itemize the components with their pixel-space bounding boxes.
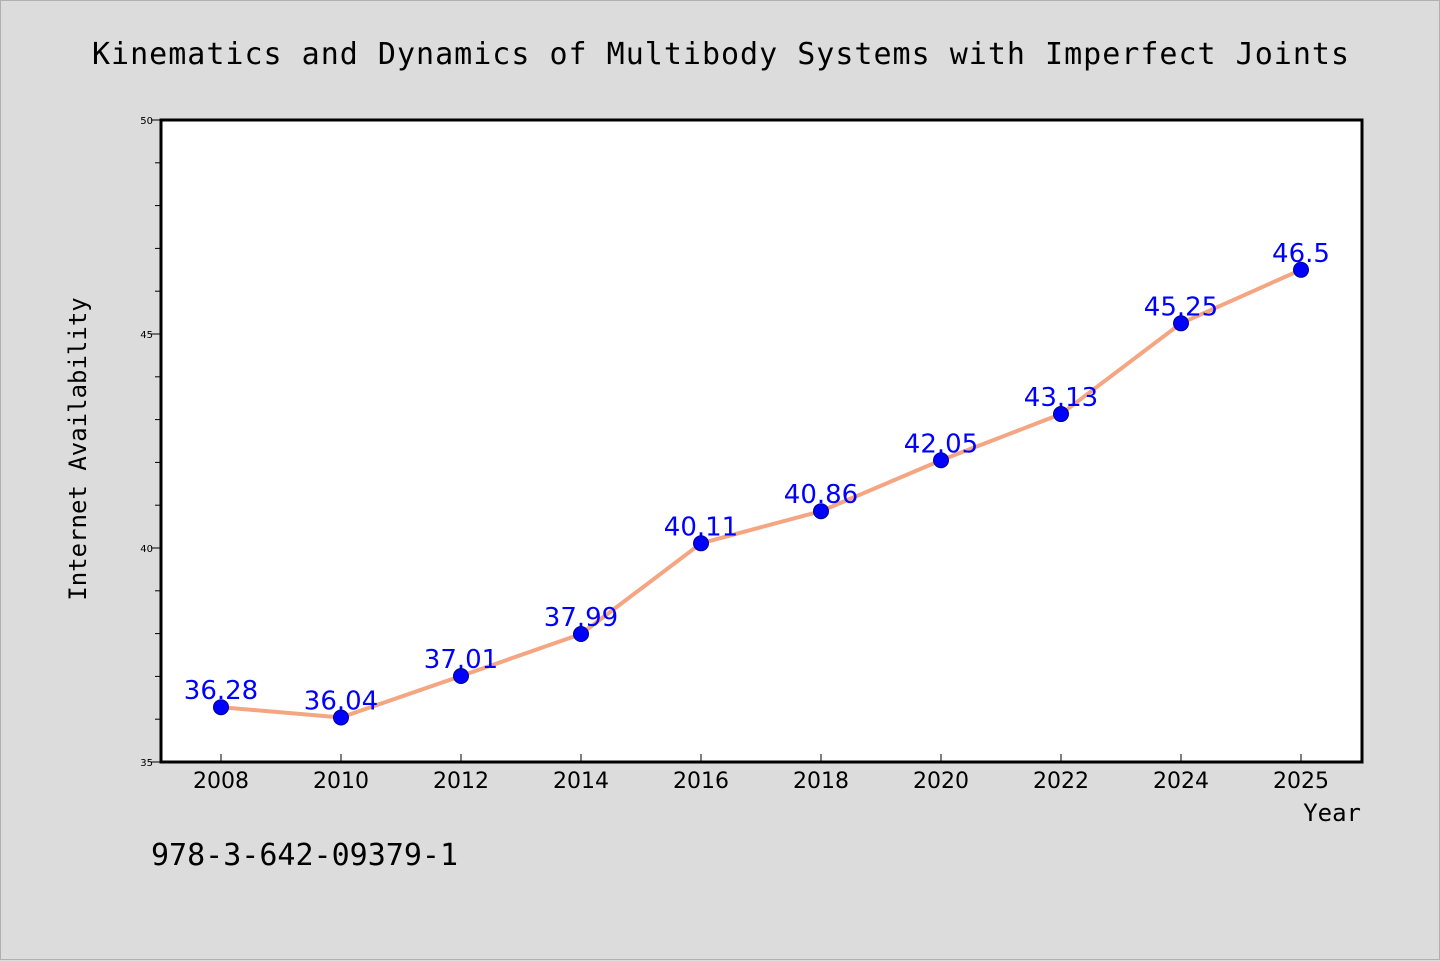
chart-title: Kinematics and Dynamics of Multibody Sys… (92, 37, 1350, 72)
data-point (333, 709, 349, 726)
y-tick-label: 35 (140, 758, 153, 769)
y-tick-label: 50 (140, 116, 153, 127)
x-tick-label: 2020 (913, 769, 969, 794)
data-label: 46.5 (1272, 239, 1330, 269)
plot-border (159, 118, 1364, 764)
plot-area (161, 120, 1362, 762)
data-label: 43.13 (1024, 383, 1098, 413)
data-point (1293, 261, 1309, 278)
data-label: 37.99 (544, 603, 618, 633)
x-tick-label: 2025 (1273, 769, 1329, 794)
x-axis-ticks: 2008 2010 2012 2014 2016 2018 2020 2022 2024 2025 (193, 754, 1329, 794)
isbn-text: 978-3-642-09379-1 (151, 838, 458, 873)
data-point (933, 452, 949, 469)
x-tick-label: 2008 (193, 769, 249, 794)
x-tick-label: 2014 (553, 769, 609, 794)
data-label: 42.05 (904, 429, 978, 459)
series-line (219, 267, 1303, 720)
data-point (693, 535, 709, 552)
x-tick-label: 2010 (313, 769, 369, 794)
data-point (1053, 406, 1069, 423)
data-label: 36.04 (304, 686, 378, 716)
data-point (453, 667, 469, 684)
y-tick-label: 45 (140, 330, 153, 341)
x-tick-label: 2012 (433, 769, 489, 794)
data-point (573, 626, 589, 643)
y-axis-label: Internet Availability (64, 297, 92, 600)
y-tick-label: 40 (140, 544, 153, 555)
x-tick-label: 2018 (793, 769, 849, 794)
data-label: 40.11 (664, 512, 738, 542)
data-label: 40.86 (784, 480, 858, 510)
data-label: 45.25 (1144, 292, 1218, 322)
y-axis-ticks: 35 40 45 50 (140, 116, 161, 769)
x-tick-label: 2016 (673, 769, 729, 794)
x-tick-label: 2022 (1033, 769, 1089, 794)
data-point (1173, 315, 1189, 332)
data-point (813, 503, 829, 520)
x-axis-label: Year (1303, 799, 1361, 827)
data-label: 37.01 (424, 645, 498, 675)
data-label: 36.28 (184, 676, 258, 706)
series-line-group (219, 267, 1303, 720)
data-labels: 36.28 36.04 37.01 37.99 40.11 40.86 42.05 43.13… (184, 239, 1330, 717)
data-point (213, 699, 229, 716)
x-tick-label: 2024 (1153, 769, 1209, 794)
data-markers (213, 261, 1309, 726)
